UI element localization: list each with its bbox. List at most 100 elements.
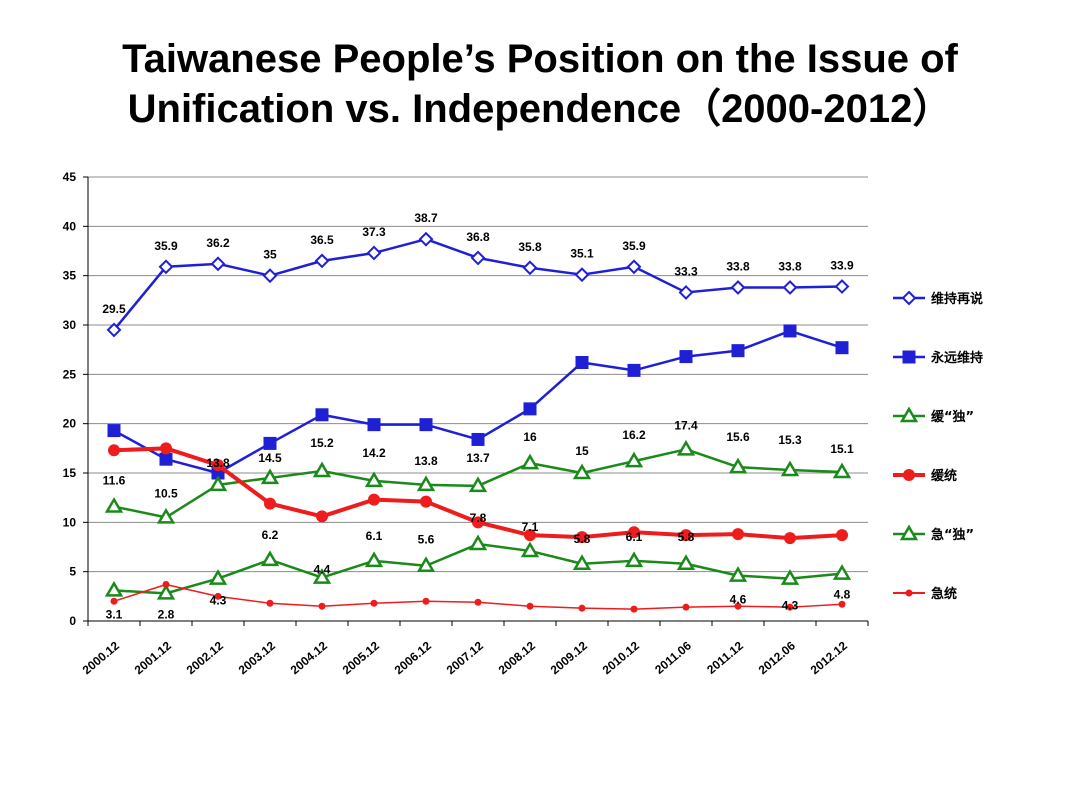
data-label: 33.9 xyxy=(830,259,854,273)
data-label: 7.1 xyxy=(522,520,539,534)
data-point xyxy=(734,602,742,610)
legend-label: 急统 xyxy=(931,586,957,602)
data-label: 2.8 xyxy=(158,607,175,621)
data-point xyxy=(312,568,332,584)
data-label: 15.1 xyxy=(830,442,854,456)
x-tick-label: 2003.12 xyxy=(236,638,278,677)
y-tick-label: 35 xyxy=(63,269,77,283)
data-label: 13.8 xyxy=(206,456,230,470)
data-point xyxy=(260,550,280,567)
data-point xyxy=(730,280,746,295)
data-point xyxy=(470,250,486,266)
data-point xyxy=(159,452,173,466)
data-point xyxy=(784,532,796,545)
data-point xyxy=(731,344,745,358)
data-point xyxy=(266,599,274,607)
data-label: 4.6 xyxy=(730,593,747,607)
y-tick-label: 25 xyxy=(63,367,77,381)
data-point xyxy=(832,564,852,580)
data-label: 37.3 xyxy=(362,225,386,239)
data-label: 29.5 xyxy=(102,302,126,316)
data-point xyxy=(682,603,690,611)
x-tick-label: 2012.12 xyxy=(808,638,850,677)
data-point xyxy=(780,569,800,585)
data-point xyxy=(104,497,124,513)
data-point xyxy=(318,602,326,610)
data-point xyxy=(783,324,797,338)
data-point xyxy=(416,475,436,492)
data-label: 36.8 xyxy=(466,230,490,244)
data-label: 38.7 xyxy=(414,211,438,225)
x-tick-label: 2009.12 xyxy=(548,638,590,677)
y-tick-label: 0 xyxy=(69,614,76,628)
data-point xyxy=(314,253,330,269)
data-point xyxy=(624,551,644,568)
data-label: 15.2 xyxy=(310,436,334,450)
data-point xyxy=(210,256,226,272)
data-point xyxy=(575,355,589,369)
data-label: 35.9 xyxy=(154,239,178,253)
x-tick-label: 2008.12 xyxy=(496,638,538,677)
data-point xyxy=(836,529,848,542)
data-point xyxy=(574,267,590,283)
data-point xyxy=(520,453,540,470)
data-point xyxy=(523,402,537,416)
data-label: 33.3 xyxy=(674,264,698,278)
data-point xyxy=(572,554,592,571)
data-point xyxy=(676,554,696,571)
data-point xyxy=(838,600,846,608)
data-point xyxy=(468,534,488,551)
data-point xyxy=(214,592,222,600)
data-point xyxy=(522,260,538,276)
data-label: 33.8 xyxy=(726,260,750,274)
data-point xyxy=(262,268,278,284)
data-point xyxy=(104,580,124,597)
data-label: 35.8 xyxy=(518,240,542,254)
legend-label: 缓“独” xyxy=(931,409,974,425)
data-label: 14.5 xyxy=(258,451,282,465)
x-tick-label: 2001.12 xyxy=(132,638,174,677)
data-point xyxy=(212,459,224,472)
y-tick-label: 20 xyxy=(63,417,77,431)
data-label: 5.6 xyxy=(418,533,435,547)
data-point xyxy=(472,516,484,529)
data-point xyxy=(370,599,378,607)
x-tick-label: 2007.12 xyxy=(444,638,486,677)
data-point xyxy=(316,510,328,523)
data-point xyxy=(108,444,120,457)
data-point xyxy=(107,424,121,438)
data-point xyxy=(368,493,380,506)
data-point xyxy=(782,280,798,295)
data-point xyxy=(468,476,488,493)
data-point xyxy=(834,279,850,294)
data-label: 35.9 xyxy=(622,239,646,253)
data-point xyxy=(630,605,638,613)
legend-marker xyxy=(905,589,913,597)
data-point xyxy=(627,363,641,377)
data-label: 4.4 xyxy=(314,563,331,577)
data-point xyxy=(832,462,852,479)
y-tick-label: 10 xyxy=(63,515,77,529)
data-point xyxy=(260,468,280,485)
data-point xyxy=(679,350,693,364)
data-point xyxy=(624,451,644,468)
data-point xyxy=(158,259,174,275)
data-point xyxy=(416,556,436,572)
data-point xyxy=(578,604,586,612)
data-label: 11.6 xyxy=(103,474,126,488)
data-point xyxy=(678,285,694,300)
x-tick-label: 2006.12 xyxy=(392,638,434,677)
legend-label: 永远维持 xyxy=(930,350,983,366)
data-label: 6.1 xyxy=(626,530,643,544)
data-label: 17.4 xyxy=(674,418,698,432)
legend-marker xyxy=(903,469,915,481)
data-point xyxy=(780,460,800,477)
x-tick-label: 2011.12 xyxy=(704,638,746,676)
data-point xyxy=(315,408,329,422)
data-point xyxy=(106,322,122,338)
data-label: 13.7 xyxy=(466,451,490,465)
data-point xyxy=(312,461,332,478)
y-tick-label: 15 xyxy=(63,466,77,480)
x-tick-label: 2011.06 xyxy=(652,638,694,676)
